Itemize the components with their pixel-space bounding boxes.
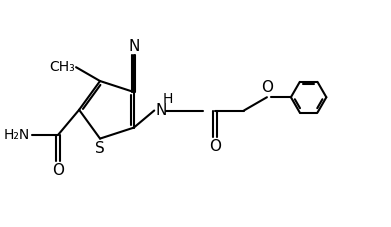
Text: H₂N: H₂N	[4, 128, 30, 142]
Text: N: N	[156, 103, 167, 118]
Text: N: N	[128, 39, 140, 54]
Text: CH₃: CH₃	[49, 60, 75, 74]
Text: O: O	[261, 80, 273, 95]
Text: H: H	[162, 92, 173, 106]
Text: O: O	[52, 163, 64, 178]
Text: S: S	[95, 141, 105, 156]
Text: O: O	[209, 138, 221, 154]
